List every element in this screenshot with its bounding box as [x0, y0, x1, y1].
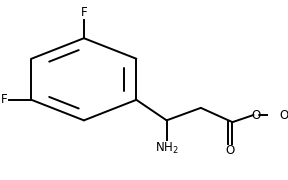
Text: O: O: [226, 145, 235, 158]
Text: NH$_2$: NH$_2$: [155, 141, 179, 156]
Text: F: F: [81, 6, 87, 19]
Text: O: O: [251, 109, 261, 122]
Text: O: O: [280, 109, 288, 122]
Text: F: F: [1, 93, 8, 106]
